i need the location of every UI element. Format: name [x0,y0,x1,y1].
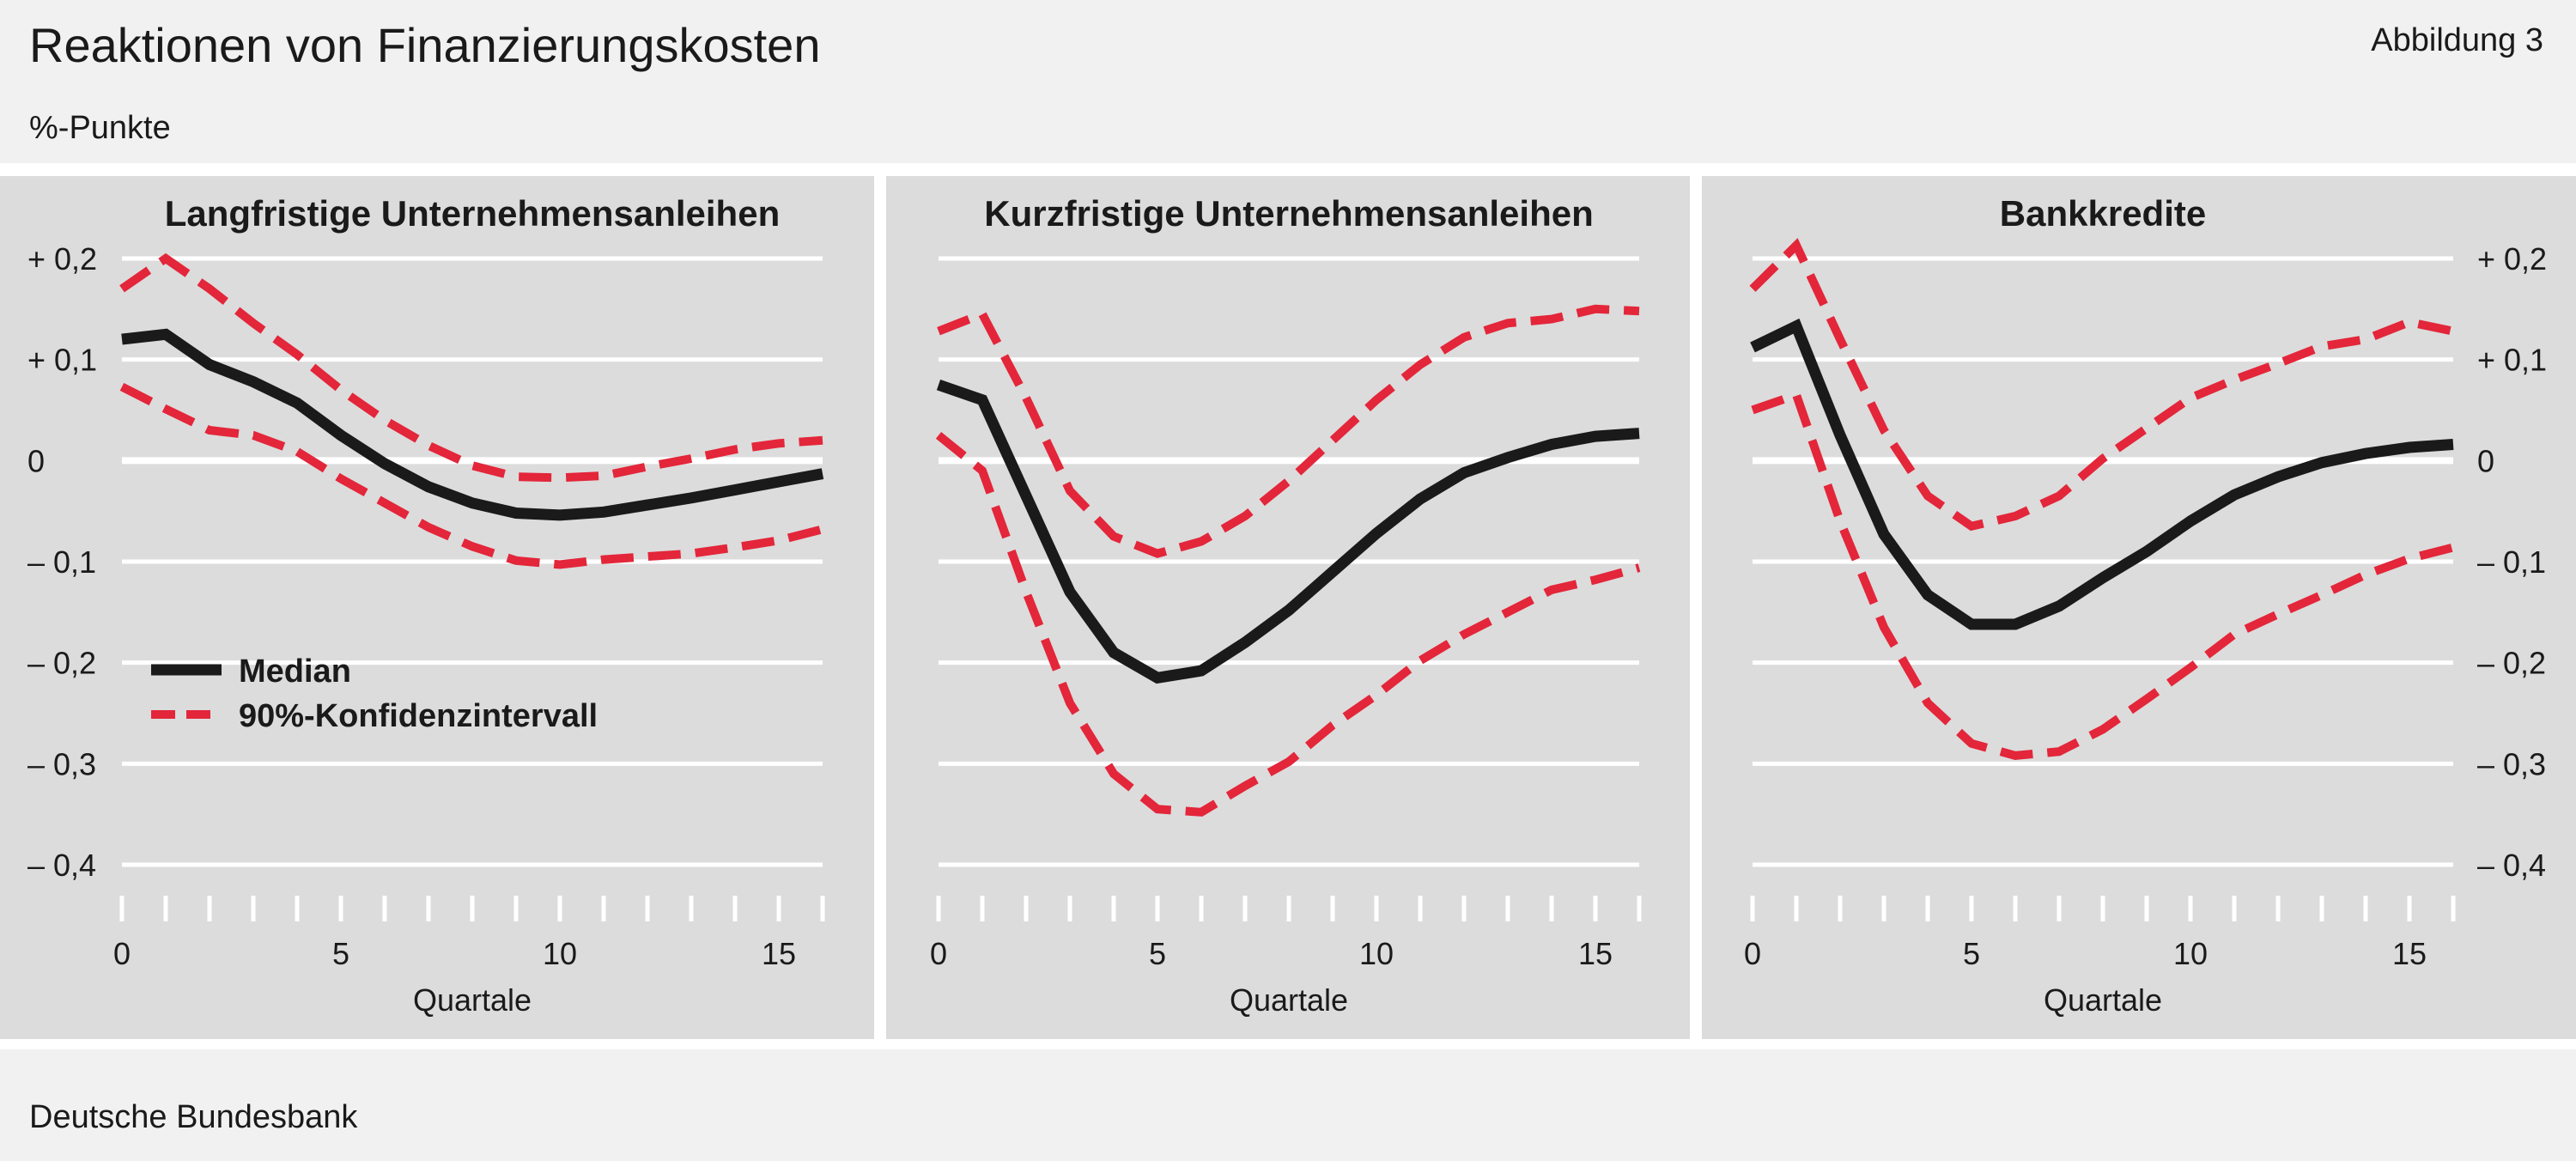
unit-label: %-Punkte [29,110,171,146]
x-tick-label: 5 [332,936,349,971]
x-tick-label: 10 [2173,936,2208,971]
x-tick-label: 5 [1149,936,1166,971]
panel-bankkredite: Bankkredite + 0,2 + 0,1 0 – 0,1 – 0,2 – 0,3 – 0… [1702,176,2576,1039]
y-tick-label: + 0,2 [27,241,97,277]
y-tick-label: + 0,1 [27,343,97,378]
legend-label: Median [239,653,351,690]
x-tick-label: 0 [113,936,131,971]
x-tick-label: 15 [1578,936,1613,971]
chart-svg-bankkredite: Bankkredite + 0,2 + 0,1 0 – 0,1 – 0,2 – 0,3 – 0… [1744,193,2547,1018]
x-tick-label: 15 [762,936,796,971]
series-line-confidence [935,432,1641,817]
x-tick-label: 0 [1744,936,1761,971]
series-line-confidence [119,252,823,483]
panel-title: Langfristige Unternehmensanleihen [165,193,780,234]
x-tick-label: 10 [543,936,577,971]
panel-title: Bankkredite [2000,193,2206,234]
series-line-median [1750,318,2454,630]
panel-langfristige-anleihen: Langfristige Unternehmensanleihen + 0,2 + … [0,176,874,1039]
series-line-median [936,379,1640,684]
y-tick-label: – 0,1 [27,544,96,580]
x-tick-label: 15 [2392,936,2427,971]
series-line-confidence [1749,238,2455,532]
y-tick-label: 0 [2477,443,2494,478]
series-line-confidence [937,304,1640,558]
chart-svg-kurzfristige: Kurzfristige Unternehmensanleihen 0 5 10 15 Q… [930,193,1642,1018]
y-tick-label: – 0,1 [2477,544,2546,580]
y-tick-label: – 0,2 [2477,646,2546,681]
legend-label: 90%-Konfidenzintervall [239,698,598,734]
figure-number: Abbildung 3 [2371,22,2543,58]
panel-title: Kurzfristige Unternehmensanleihen [984,193,1593,234]
y-tick-label: – 0,3 [27,746,96,781]
chart-svg-langfristige: Langfristige Unternehmensanleihen + 0,2 + … [27,193,825,1018]
y-tick-label: – 0,2 [27,646,96,681]
series-line-median [121,328,824,521]
x-axis-label: Quartale [1230,982,1348,1018]
source-label: Deutsche Bundesbank [29,1099,358,1135]
series-line-confidence [1751,389,2455,760]
x-tick-label: 10 [1359,936,1394,971]
x-tick-label: 5 [1963,936,1980,971]
y-tick-label: – 0,4 [27,848,96,883]
y-tick-label: 0 [27,443,45,478]
series-line-confidence [119,382,824,569]
x-axis-label: Quartale [2044,982,2162,1018]
panel-kurzfristige-anleihen: Kurzfristige Unternehmensanleihen 0 5 10 15 Q… [886,176,1690,1039]
y-tick-label: – 0,4 [2477,848,2546,883]
y-tick-label: – 0,3 [2477,746,2546,781]
y-tick-label: + 0,1 [2477,343,2547,378]
x-axis-label: Quartale [413,982,532,1018]
y-tick-label: + 0,2 [2477,241,2547,277]
x-tick-label: 0 [930,936,947,971]
chart-title: Reaktionen von Finanzierungskosten [29,18,821,72]
